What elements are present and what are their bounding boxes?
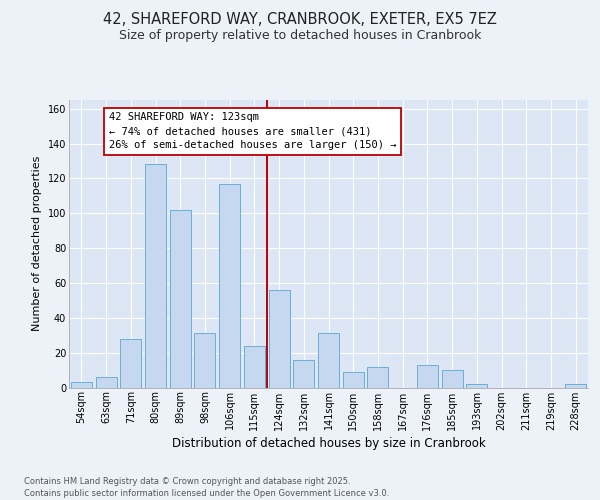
Bar (244, 346, 265, 388)
Text: 42, SHAREFORD WAY, CRANBROOK, EXETER, EX5 7EZ: 42, SHAREFORD WAY, CRANBROOK, EXETER, EX… (103, 12, 497, 28)
Y-axis label: Number of detached properties: Number of detached properties (32, 156, 42, 332)
Bar (565, 384, 586, 388)
Text: 42 SHAREFORD WAY: 123sqm
← 74% of detached houses are smaller (431)
26% of semi-: 42 SHAREFORD WAY: 123sqm ← 74% of detach… (109, 112, 396, 150)
Bar (293, 360, 314, 388)
Bar (367, 366, 388, 388)
Text: Contains HM Land Registry data © Crown copyright and database right 2025.
Contai: Contains HM Land Registry data © Crown c… (24, 476, 389, 498)
Bar (194, 334, 215, 388)
Bar (343, 372, 364, 388)
Bar (466, 384, 487, 388)
Bar (318, 334, 339, 388)
Bar (120, 338, 141, 388)
Bar (145, 164, 166, 388)
Bar (71, 382, 92, 388)
Bar (219, 184, 240, 388)
X-axis label: Distribution of detached houses by size in Cranbrook: Distribution of detached houses by size … (172, 436, 485, 450)
Bar (170, 210, 191, 388)
Text: Size of property relative to detached houses in Cranbrook: Size of property relative to detached ho… (119, 30, 481, 43)
Bar (269, 290, 290, 388)
Bar (417, 365, 438, 388)
Bar (95, 377, 116, 388)
Bar (442, 370, 463, 388)
